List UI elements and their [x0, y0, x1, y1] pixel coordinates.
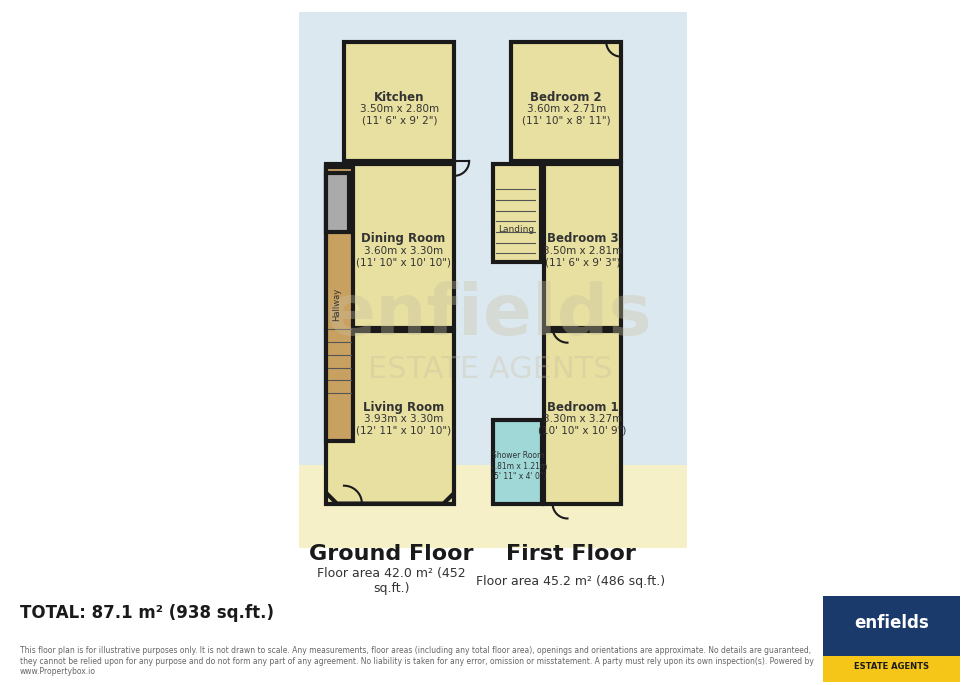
Text: enfields: enfields — [855, 614, 929, 632]
Bar — [326, 331, 455, 503]
Text: Ground Floor: Ground Floor — [310, 545, 474, 564]
Text: ESTATE AGENTS: ESTATE AGENTS — [368, 355, 612, 384]
Bar — [493, 164, 541, 262]
Text: Shower Room
1.81m x 1.21m
(5' 11" x 4' 0"): Shower Room 1.81m x 1.21m (5' 11" x 4' 0… — [490, 451, 547, 481]
Text: 3.60m x 3.30m
(11' 10" x 10' 10"): 3.60m x 3.30m (11' 10" x 10' 10") — [356, 246, 451, 268]
Text: Floor area 45.2 m² (486 sq.ft.): Floor area 45.2 m² (486 sq.ft.) — [476, 575, 665, 588]
Text: Dining Room: Dining Room — [362, 232, 446, 245]
Text: Bedroom 1: Bedroom 1 — [547, 401, 618, 414]
Bar — [544, 331, 621, 503]
Text: Kitchen: Kitchen — [374, 90, 424, 103]
Bar — [823, 656, 960, 682]
Text: 3.60m x 2.71m
(11' 10" x 8' 11"): 3.60m x 2.71m (11' 10" x 8' 11") — [522, 104, 611, 126]
Bar — [493, 420, 543, 503]
Text: Bedroom 2: Bedroom 2 — [530, 90, 602, 103]
Text: 3.50m x 2.80m
(11' 6" x 9' 2"): 3.50m x 2.80m (11' 6" x 9' 2") — [360, 104, 439, 126]
Text: ESTATE AGENTS: ESTATE AGENTS — [855, 662, 929, 671]
Text: This floor plan is for illustrative purposes only. It is not drawn to scale. Any: This floor plan is for illustrative purp… — [20, 646, 813, 676]
Bar — [511, 42, 621, 161]
Text: Hallway: Hallway — [332, 287, 341, 321]
Bar — [344, 42, 455, 161]
Bar — [326, 164, 455, 328]
FancyBboxPatch shape — [299, 465, 687, 548]
Text: 3.50m x 2.81m
(11' 6" x 9' 3"): 3.50m x 2.81m (11' 6" x 9' 3") — [543, 246, 622, 268]
Text: Landing: Landing — [498, 225, 534, 234]
Text: Living Room: Living Room — [363, 401, 444, 414]
Text: TOTAL: 87.1 m² (938 sq.ft.): TOTAL: 87.1 m² (938 sq.ft.) — [20, 604, 273, 622]
Bar — [326, 173, 349, 232]
Text: enfields: enfields — [327, 282, 653, 350]
FancyBboxPatch shape — [299, 12, 687, 548]
Text: First Floor: First Floor — [506, 545, 635, 564]
Bar — [326, 167, 353, 441]
Text: 3.30m x 3.27m
(10' 10" x 10' 9"): 3.30m x 3.27m (10' 10" x 10' 9") — [538, 414, 626, 436]
Text: 3.93m x 3.30m
(12' 11" x 10' 10"): 3.93m x 3.30m (12' 11" x 10' 10") — [356, 414, 451, 436]
Bar — [544, 164, 621, 328]
Text: Floor area 42.0 m² (452
sq.ft.): Floor area 42.0 m² (452 sq.ft.) — [318, 567, 465, 595]
Text: Bedroom 3: Bedroom 3 — [547, 232, 618, 245]
